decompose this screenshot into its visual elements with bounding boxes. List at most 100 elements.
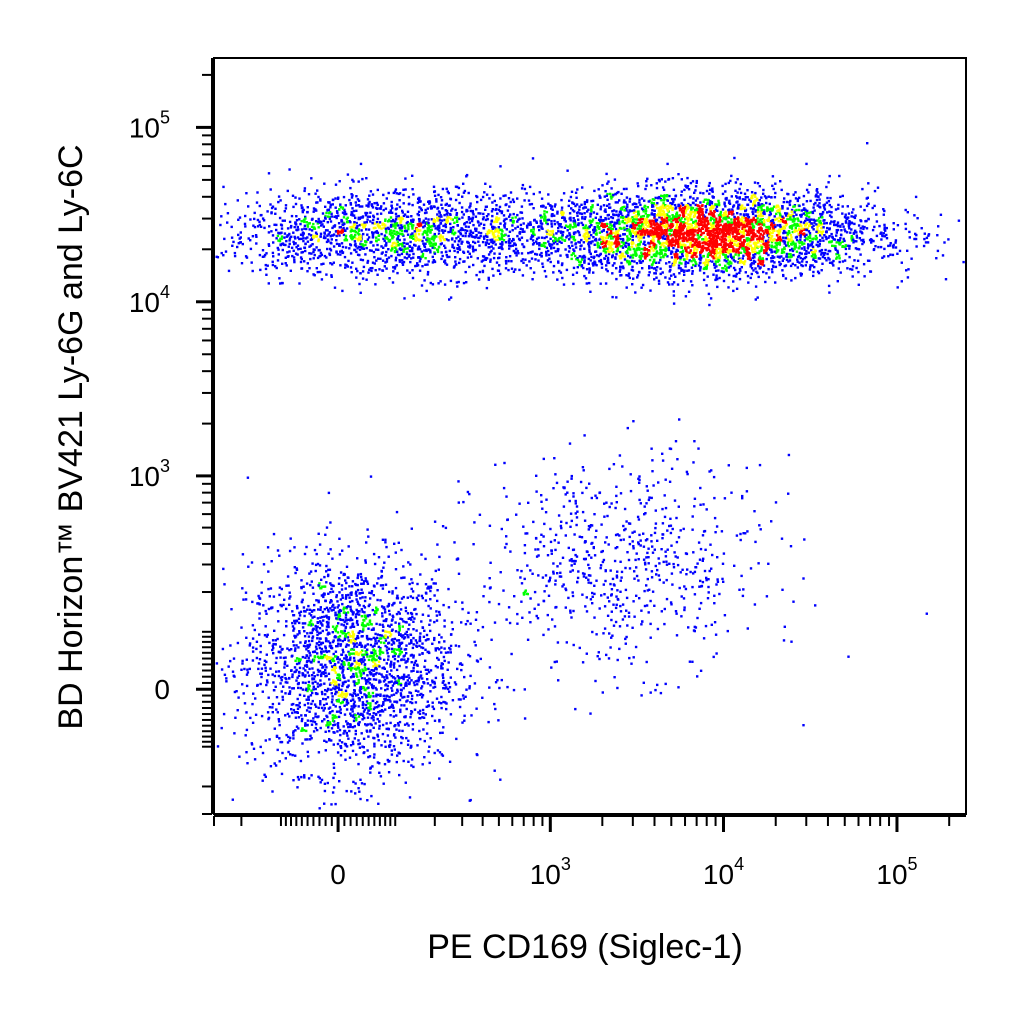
data-point	[326, 234, 329, 237]
data-point	[467, 225, 470, 229]
data-point	[461, 234, 464, 238]
data-point	[388, 239, 391, 243]
data-point	[433, 220, 437, 223]
data-point	[510, 239, 514, 243]
data-point	[636, 182, 639, 185]
data-point	[454, 260, 457, 263]
data-point	[384, 684, 387, 687]
data-point	[380, 605, 384, 608]
data-point	[389, 714, 392, 717]
data-point	[443, 213, 446, 217]
data-point	[315, 628, 318, 632]
data-point	[319, 198, 322, 201]
data-point	[399, 684, 403, 687]
data-point	[431, 235, 434, 238]
data-point	[330, 692, 333, 695]
data-point	[404, 682, 407, 685]
data-point	[462, 250, 465, 253]
data-point	[256, 218, 260, 222]
data-point	[267, 244, 271, 247]
data-point	[354, 729, 357, 733]
data-point	[252, 692, 255, 695]
data-point	[531, 278, 534, 281]
data-point	[407, 739, 410, 742]
data-point	[456, 667, 459, 671]
data-point	[317, 226, 320, 229]
data-point	[568, 238, 571, 241]
data-point	[407, 255, 411, 258]
data-point	[316, 625, 319, 628]
data-point	[353, 235, 356, 239]
data-point	[393, 654, 396, 658]
data-point	[416, 683, 419, 686]
data-point	[469, 229, 472, 232]
data-point	[350, 271, 353, 274]
data-point	[328, 211, 332, 214]
data-point	[339, 598, 343, 601]
data-point	[406, 269, 409, 272]
data-point	[443, 260, 446, 263]
data-point	[390, 231, 394, 235]
data-point	[355, 672, 358, 675]
data-point	[359, 691, 362, 694]
data-point	[474, 227, 477, 230]
data-point	[329, 203, 332, 206]
data-point	[449, 217, 453, 221]
data-point	[225, 680, 228, 683]
data-point	[325, 273, 328, 276]
data-point	[364, 561, 367, 564]
data-point	[455, 737, 458, 741]
data-point	[288, 242, 291, 246]
data-point	[389, 634, 392, 638]
data-point	[655, 182, 658, 185]
data-point	[439, 196, 443, 199]
data-point	[387, 555, 390, 558]
data-point	[561, 238, 564, 241]
data-point	[448, 690, 451, 693]
data-point	[288, 220, 292, 224]
data-point	[232, 674, 235, 677]
data-point	[468, 687, 471, 690]
data-point	[379, 648, 382, 651]
data-point	[467, 245, 470, 248]
data-point	[399, 601, 402, 604]
data-point	[448, 760, 452, 763]
data-point	[310, 252, 313, 255]
data-point	[352, 672, 355, 676]
data-point	[333, 286, 337, 289]
data-point	[308, 738, 312, 741]
data-point	[403, 213, 407, 216]
data-point	[472, 250, 475, 253]
data-point	[429, 684, 432, 687]
data-point	[343, 620, 346, 624]
data-point	[328, 683, 332, 686]
data-point	[266, 264, 269, 267]
data-point	[407, 617, 410, 620]
data-point	[395, 207, 398, 210]
data-point	[338, 674, 341, 677]
data-point	[329, 220, 333, 223]
data-point	[405, 666, 408, 669]
data-point	[411, 203, 414, 207]
data-point	[274, 212, 277, 215]
data-point	[438, 751, 442, 754]
data-point	[332, 680, 335, 684]
data-point	[343, 228, 346, 232]
data-point	[708, 181, 711, 185]
data-point	[444, 701, 447, 704]
data-point	[402, 248, 406, 252]
data-point	[285, 620, 288, 623]
data-point	[455, 212, 459, 215]
data-point	[455, 219, 459, 222]
data-point	[402, 250, 405, 253]
data-point	[400, 548, 403, 552]
data-point	[330, 645, 333, 648]
data-point	[307, 635, 311, 638]
data-point	[327, 610, 330, 613]
data-point	[359, 236, 362, 239]
data-point	[404, 606, 407, 609]
data-point	[628, 197, 632, 201]
data-point	[620, 212, 623, 215]
data-point	[389, 663, 393, 666]
data-point	[323, 782, 327, 785]
